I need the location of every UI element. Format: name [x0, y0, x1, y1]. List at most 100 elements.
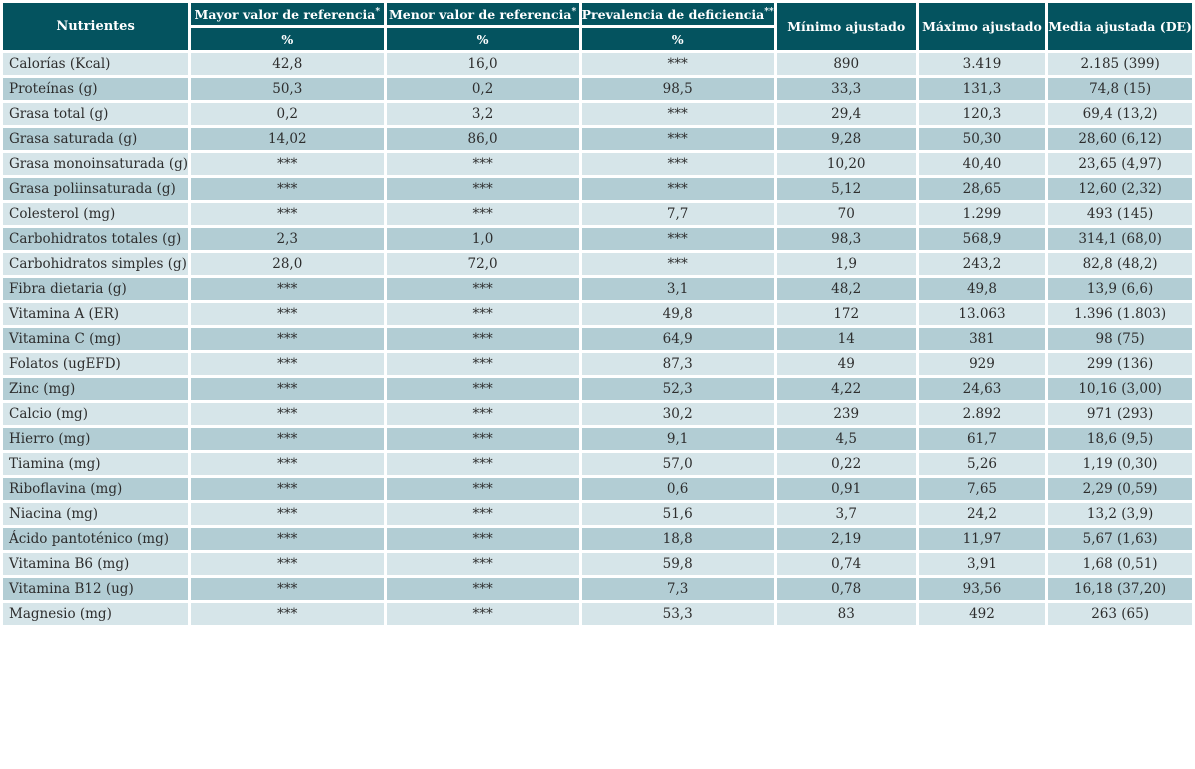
max-adjusted-value-cell: 49,8	[918, 278, 1046, 300]
table-row: Zinc (mg) *** *** 52,3 4,22 24,63 10,16 …	[3, 378, 1192, 400]
prevalence-value-cell: 87,3	[581, 353, 774, 375]
max-adjusted-value-cell: 24,63	[918, 378, 1046, 400]
min-adjusted-value-cell: 0,78	[776, 578, 916, 600]
nutrient-name-cell: Grasa poliinsaturada (g)	[3, 178, 189, 200]
max-adjusted-value-cell: 93,56	[918, 578, 1046, 600]
prevalence-value-cell: 49,8	[581, 303, 774, 325]
major-reference-value-cell: ***	[191, 178, 384, 200]
table-row: Hierro (mg) *** *** 9,1 4,5 61,7 18,6 (9…	[3, 428, 1192, 450]
nutrient-name-cell: Grasa total (g)	[3, 103, 189, 125]
max-adjusted-value-cell: 5,26	[918, 453, 1046, 475]
prevalence-value-cell: 64,9	[581, 328, 774, 350]
max-adjusted-value-cell: 7,65	[918, 478, 1046, 500]
minor-reference-value-cell: ***	[386, 578, 579, 600]
max-adjusted-value-cell: 492	[918, 603, 1046, 625]
mean-adjusted-value-cell: 5,67 (1,63)	[1048, 528, 1192, 550]
major-reference-value-cell: ***	[191, 603, 384, 625]
column-header-nutrients: Nutrientes	[3, 3, 189, 50]
minor-reference-value-cell: ***	[386, 553, 579, 575]
table-row: Proteínas (g) 50,3 0,2 98,5 33,3 131,3 7…	[3, 78, 1192, 100]
percent-unit-minor: %	[386, 28, 579, 50]
nutrient-name-cell: Vitamina B6 (mg)	[3, 553, 189, 575]
nutrient-name-cell: Vitamina A (ER)	[3, 303, 189, 325]
nutrient-name-cell: Folatos (ugEFD)	[3, 353, 189, 375]
max-adjusted-value-cell: 1.299	[918, 203, 1046, 225]
footnote-marker: *	[571, 6, 577, 17]
percent-unit-major: %	[191, 28, 384, 50]
table-row: Folatos (ugEFD) *** *** 87,3 49 929 299 …	[3, 353, 1192, 375]
prevalence-value-cell: 18,8	[581, 528, 774, 550]
min-adjusted-value-cell: 172	[776, 303, 916, 325]
nutrient-name-cell: Colesterol (mg)	[3, 203, 189, 225]
minor-reference-value-cell: 16,0	[386, 53, 579, 75]
major-reference-value-cell: ***	[191, 203, 384, 225]
nutrient-name-cell: Carbohidratos totales (g)	[3, 228, 189, 250]
mean-adjusted-value-cell: 13,9 (6,6)	[1048, 278, 1192, 300]
table-row: Vitamina B12 (ug) *** *** 7,3 0,78 93,56…	[3, 578, 1192, 600]
prevalence-value-cell: 57,0	[581, 453, 774, 475]
major-reference-value-cell: ***	[191, 503, 384, 525]
mean-adjusted-value-cell: 23,65 (4,97)	[1048, 153, 1192, 175]
minor-reference-value-cell: ***	[386, 478, 579, 500]
nutrient-name-cell: Tiamina (mg)	[3, 453, 189, 475]
table-row: Grasa saturada (g) 14,02 86,0 *** 9,28 5…	[3, 128, 1192, 150]
minor-reference-value-cell: ***	[386, 403, 579, 425]
max-adjusted-value-cell: 61,7	[918, 428, 1046, 450]
min-adjusted-value-cell: 4,22	[776, 378, 916, 400]
prevalence-value-cell: 7,3	[581, 578, 774, 600]
table-row: Calcio (mg) *** *** 30,2 239 2.892 971 (…	[3, 403, 1192, 425]
min-adjusted-value-cell: 2,19	[776, 528, 916, 550]
prevalence-value-cell: ***	[581, 228, 774, 250]
prevalence-value-cell: ***	[581, 103, 774, 125]
minor-reference-value-cell: ***	[386, 303, 579, 325]
mean-adjusted-value-cell: 98 (75)	[1048, 328, 1192, 350]
minor-reference-value-cell: ***	[386, 153, 579, 175]
table-row: Grasa poliinsaturada (g) *** *** *** 5,1…	[3, 178, 1192, 200]
mean-adjusted-value-cell: 18,6 (9,5)	[1048, 428, 1192, 450]
table-row: Vitamina B6 (mg) *** *** 59,8 0,74 3,91 …	[3, 553, 1192, 575]
table-row: Colesterol (mg) *** *** 7,7 70 1.299 493…	[3, 203, 1192, 225]
nutrient-name-cell: Riboflavina (mg)	[3, 478, 189, 500]
minor-reference-value-cell: ***	[386, 378, 579, 400]
minor-reference-value-cell: ***	[386, 528, 579, 550]
minor-reference-value-cell: ***	[386, 328, 579, 350]
max-adjusted-value-cell: 50,30	[918, 128, 1046, 150]
table-row: Grasa monoinsaturada (g) *** *** *** 10,…	[3, 153, 1192, 175]
mean-adjusted-value-cell: 16,18 (37,20)	[1048, 578, 1192, 600]
min-adjusted-value-cell: 49	[776, 353, 916, 375]
max-adjusted-value-cell: 40,40	[918, 153, 1046, 175]
mean-adjusted-value-cell: 82,8 (48,2)	[1048, 253, 1192, 275]
prevalence-value-cell: 52,3	[581, 378, 774, 400]
major-reference-value-cell: ***	[191, 453, 384, 475]
mean-adjusted-value-cell: 299 (136)	[1048, 353, 1192, 375]
column-header-min-adjusted: Mínimo ajustado	[776, 3, 916, 50]
min-adjusted-value-cell: 890	[776, 53, 916, 75]
minor-reference-value-cell: 1,0	[386, 228, 579, 250]
table-row: Vitamina C (mg) *** *** 64,9 14 381 98 (…	[3, 328, 1192, 350]
min-adjusted-value-cell: 0,22	[776, 453, 916, 475]
minor-reference-value-cell: ***	[386, 203, 579, 225]
max-adjusted-value-cell: 568,9	[918, 228, 1046, 250]
major-reference-value-cell: ***	[191, 428, 384, 450]
mean-adjusted-value-cell: 1,68 (0,51)	[1048, 553, 1192, 575]
nutrient-name-cell: Vitamina B12 (ug)	[3, 578, 189, 600]
table-body: Calorías (Kcal) 42,8 16,0 *** 890 3.419 …	[3, 53, 1192, 625]
minor-reference-value-cell: ***	[386, 178, 579, 200]
min-adjusted-value-cell: 33,3	[776, 78, 916, 100]
column-header-minor-reference: Menor valor de referencia*	[386, 3, 579, 25]
max-adjusted-value-cell: 13.063	[918, 303, 1046, 325]
prevalence-value-cell: 30,2	[581, 403, 774, 425]
prevalence-value-cell: ***	[581, 53, 774, 75]
column-header-minor-reference-label: Menor valor de referencia	[388, 6, 572, 22]
max-adjusted-value-cell: 3.419	[918, 53, 1046, 75]
major-reference-value-cell: ***	[191, 278, 384, 300]
minor-reference-value-cell: ***	[386, 353, 579, 375]
minor-reference-value-cell: 3,2	[386, 103, 579, 125]
prevalence-value-cell: ***	[581, 128, 774, 150]
min-adjusted-value-cell: 9,28	[776, 128, 916, 150]
nutrient-name-cell: Fibra dietaria (g)	[3, 278, 189, 300]
min-adjusted-value-cell: 98,3	[776, 228, 916, 250]
max-adjusted-value-cell: 24,2	[918, 503, 1046, 525]
min-adjusted-value-cell: 4,5	[776, 428, 916, 450]
nutrient-name-cell: Calorías (Kcal)	[3, 53, 189, 75]
